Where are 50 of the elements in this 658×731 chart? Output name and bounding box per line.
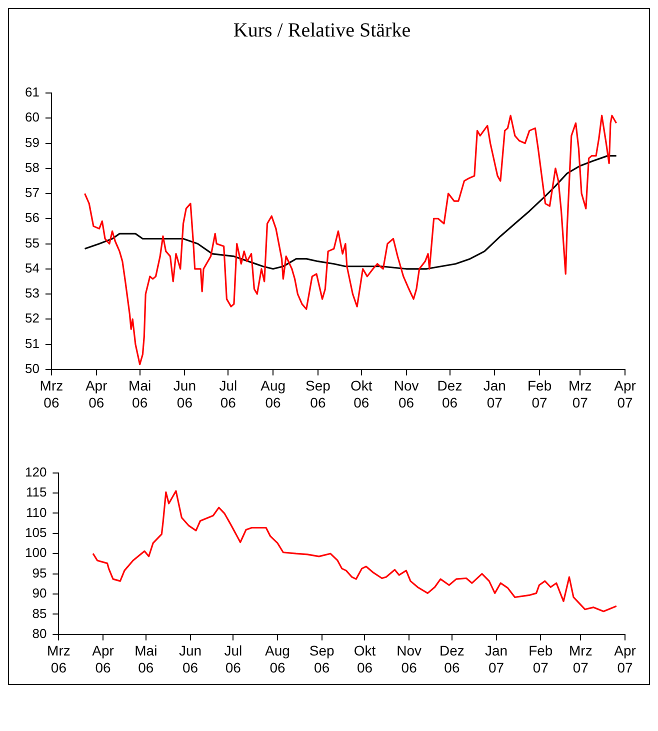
- y-tick-label: 56: [24, 210, 40, 226]
- x-tick-label: Nov 06: [394, 378, 419, 410]
- x-tick-label: Sep 06: [309, 642, 334, 676]
- x-tick-label: Jan 07: [485, 642, 508, 676]
- x-tick-label: Mrz 06: [40, 378, 64, 410]
- y-tick-label: 110: [26, 504, 47, 520]
- x-tick-label: Sep 06: [305, 378, 331, 410]
- x-tick-label: Dez 06: [437, 378, 462, 410]
- x-tick-label: Apr 07: [614, 378, 636, 410]
- x-tick-label: Feb 07: [528, 642, 553, 676]
- y-tick-label: 60: [24, 110, 40, 125]
- x-tick-label: Jul 06: [224, 642, 242, 676]
- x-tick-label: Okt 06: [354, 642, 376, 676]
- y-tick-label: 53: [24, 286, 40, 301]
- y-tick-label: 90: [32, 586, 47, 601]
- x-tick-label: Dez 06: [440, 642, 464, 676]
- y-tick-label: 57: [24, 185, 40, 200]
- y-tick-label: 59: [24, 134, 40, 150]
- y-tick-label: 58: [24, 160, 40, 175]
- y-tick-label: 105: [24, 524, 47, 540]
- x-tick-label: Feb 07: [527, 378, 552, 410]
- y-tick-label: 54: [24, 260, 40, 276]
- y-tick-label: 80: [32, 626, 47, 641]
- x-tick-label: Mrz 06: [47, 642, 70, 676]
- x-tick-label: Mai 06: [128, 378, 152, 410]
- y-tick-label: 95: [32, 565, 47, 580]
- y-tick-label: 61: [24, 84, 40, 100]
- x-tick-label: Jun 06: [178, 642, 202, 676]
- y-tick-label: 52: [24, 310, 40, 326]
- y-tick-label: 120: [24, 464, 47, 480]
- y-tick-label: 55: [24, 235, 40, 250]
- x-tick-label: Jan 07: [483, 378, 506, 410]
- x-tick-label: Apr 06: [85, 378, 108, 410]
- chart-title: Kurs / Relative Stärke: [233, 19, 411, 42]
- x-tick-label: Apr 06: [92, 642, 114, 676]
- y-tick-label: 115: [26, 484, 47, 500]
- x-tick-label: Nov 06: [396, 642, 422, 676]
- x-tick-label: Mrz 07: [568, 378, 592, 410]
- x-tick-label: Apr 07: [614, 642, 636, 676]
- y-tick-label: 50: [24, 360, 40, 376]
- x-tick-label: Mrz 07: [569, 642, 592, 676]
- x-tick-label: Aug 06: [260, 378, 286, 410]
- y-tick-label: 85: [32, 606, 47, 621]
- x-tick-label: Aug 06: [265, 642, 290, 676]
- y-tick-label: 51: [24, 336, 40, 351]
- x-tick-label: Okt 06: [350, 378, 372, 410]
- x-tick-label: Jul 06: [219, 378, 238, 410]
- x-tick-label: Mai 06: [134, 642, 158, 676]
- y-tick-label: 100: [24, 545, 47, 560]
- x-tick-label: Jun 06: [173, 378, 196, 410]
